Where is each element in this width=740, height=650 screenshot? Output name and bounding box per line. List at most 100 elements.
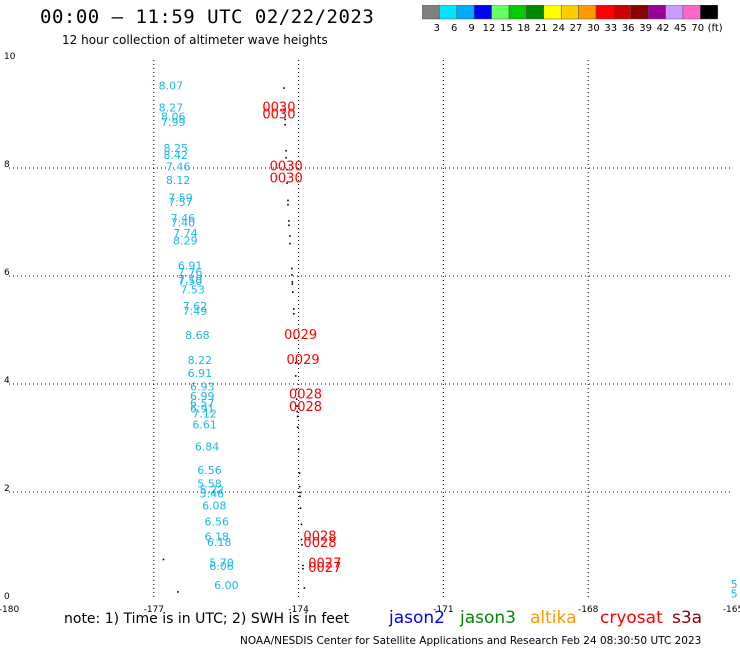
wave-height-label: 6.06	[209, 560, 234, 573]
color-tick-label: 15	[500, 23, 513, 34]
x-tick-label: -171	[433, 605, 453, 615]
wave-height-label: 8.68	[185, 329, 210, 342]
credit-line: NOAA/NESDIS Center for Satellite Applica…	[240, 635, 702, 647]
color-tick-label: (ft)	[708, 23, 723, 34]
data-points	[162, 87, 306, 593]
data-point	[289, 235, 291, 237]
x-tick-label: -177	[144, 605, 164, 615]
wave-height-label: 8.29	[173, 235, 198, 248]
y-tick-label: 0	[4, 592, 10, 602]
wave-height-label: 8.27	[159, 101, 184, 114]
time-label: 0028	[289, 388, 322, 403]
chart-subtitle: 12 hour collection of altimeter wave hei…	[62, 33, 328, 47]
color-tick-label: 70	[691, 23, 704, 34]
data-point	[296, 426, 299, 428]
color-tick-label: 18	[517, 23, 530, 34]
wave-height-label: 7.40	[171, 216, 196, 229]
wave-height-label: 7.57	[168, 196, 193, 209]
time-label: 0030	[262, 107, 295, 122]
y-tick-label: 2	[4, 484, 10, 494]
time-label: 0028	[289, 400, 322, 415]
time-label: 0027	[308, 561, 341, 576]
time-label: 0029	[284, 328, 317, 343]
satellite-legend-cryosat: cryosat	[600, 608, 663, 628]
color-tick-label: 24	[552, 23, 565, 34]
wave-height-label: 8.42	[163, 149, 188, 162]
wave-height-label: 6.91	[178, 260, 203, 273]
wave-height-label: 6.08	[202, 499, 227, 512]
data-point	[294, 362, 297, 364]
wave-height-label: 8.25	[163, 142, 188, 155]
data-point	[302, 564, 304, 567]
data-point	[291, 281, 294, 283]
data-labels: 8.078.278.067.998.258.427.468.127.597.57…	[159, 80, 738, 601]
data-point	[298, 485, 301, 488]
time-label: 0028	[303, 530, 336, 545]
wave-height-label: 7.12	[192, 407, 217, 420]
wave-height-label: 5.70	[209, 557, 234, 570]
x-tick-label: -174	[288, 605, 309, 615]
color-tick-label: 39	[639, 23, 652, 34]
data-point	[297, 448, 300, 451]
y-tick-label: 4	[4, 376, 10, 386]
wave-height-label: 5.22	[200, 484, 225, 497]
wave-height-label: 6.61	[192, 418, 217, 431]
color-swatch	[700, 5, 719, 20]
color-tick-label: 30	[587, 23, 600, 34]
color-tick-label: 9	[468, 23, 474, 34]
color-tick-label: 42	[657, 23, 670, 34]
color-tick-label: 27	[570, 23, 583, 34]
data-point	[289, 242, 291, 245]
wave-height-label: 6.18	[207, 536, 232, 549]
time-label: 0028	[303, 536, 336, 551]
data-point	[283, 108, 285, 111]
wave-height-label: 6.18	[204, 531, 229, 544]
data-point	[299, 491, 301, 494]
wave-height-label: 5.58	[197, 478, 222, 491]
color-tick-label: 36	[622, 23, 635, 34]
wave-height-label: 7.62	[183, 300, 208, 313]
data-point	[285, 149, 287, 152]
x-tick-label: -165	[723, 605, 740, 615]
wave-height-label: 5	[731, 587, 738, 600]
wave-height-label: 6.93	[190, 380, 215, 393]
time-label: 0030	[270, 160, 303, 175]
wave-height-label: 7.50	[178, 275, 203, 288]
time-label: 0030	[262, 100, 295, 115]
data-point	[288, 220, 290, 222]
wave-height-label: 7.99	[161, 116, 186, 129]
data-point	[298, 472, 301, 474]
y-tick-label: 8	[4, 160, 10, 170]
wave-height-label: 6.91	[188, 367, 213, 380]
x-tick-label: -180	[0, 605, 19, 615]
wave-height-label: 6.57	[190, 397, 215, 410]
wave-height-label: 7.76	[178, 266, 203, 279]
x-tick-label: -168	[578, 605, 599, 615]
y-tick-label: 6	[4, 268, 10, 278]
grid-lines	[9, 60, 733, 600]
wave-height-label: 6.91	[190, 403, 215, 416]
data-point	[291, 267, 293, 270]
wave-height-label: 7.19	[178, 273, 203, 286]
wave-height-label: 5.46	[200, 487, 225, 500]
data-point	[300, 538, 303, 541]
data-point	[288, 224, 290, 227]
data-point	[283, 87, 285, 89]
wave-height-label: 8.06	[161, 110, 186, 123]
data-point	[284, 118, 286, 121]
time-label: 0027	[308, 557, 341, 572]
color-scale-legend: 3 6 9 12 15 18 21 24 27 30 33 36 39 42 45 70 (ft)	[422, 5, 723, 34]
wave-height-label: 6.56	[197, 464, 222, 477]
data-point	[177, 591, 179, 593]
data-point	[296, 415, 299, 418]
footnote: note: 1) Time is in UTC; 2) SWH is in fe…	[64, 611, 350, 627]
color-tick-label: 45	[674, 23, 687, 34]
data-point	[291, 283, 294, 285]
time-label: 0030	[270, 172, 303, 187]
wave-height-label: 6.99	[190, 390, 215, 403]
data-point	[284, 124, 286, 126]
wave-height-label: 6.56	[204, 515, 229, 528]
data-point	[295, 388, 298, 391]
data-point	[299, 495, 301, 498]
